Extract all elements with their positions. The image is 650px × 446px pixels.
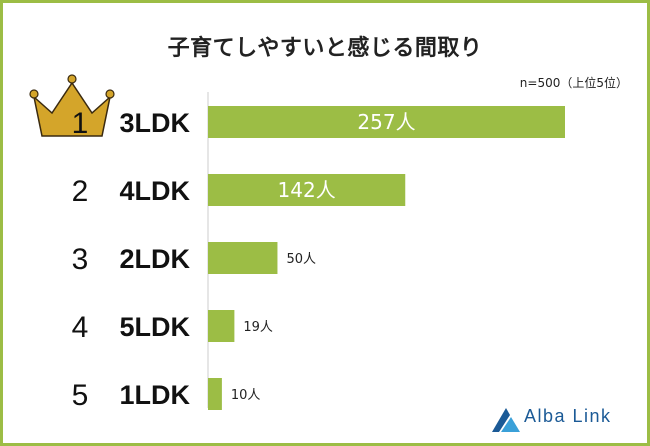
rank-label-3: 3 [72,243,89,276]
gold-crown-icon [32,81,112,137]
category-label-3ldk: 3LDK [119,108,190,138]
category-label-4ldk: 4LDK [119,176,190,206]
rank-label-5: 5 [72,379,89,412]
alba-link-logo-icon [492,408,520,432]
bar-2ldk [208,242,278,274]
crown-jewel-1 [29,89,39,99]
bar-5ldk [208,310,235,342]
value-label-1ldk: 10人 [231,388,261,403]
value-label-3ldk: 257人 [357,110,415,134]
rank-label-1: 1 [72,107,89,140]
category-label-1ldk: 1LDK [119,380,190,410]
rank-label-2: 2 [72,175,89,208]
sample-size-note: n=500（上位5位） [519,76,628,90]
bar-4ldk [208,174,406,206]
crown-jewel-3 [105,89,115,99]
value-label-4ldk: 142人 [278,178,336,202]
brand-name: Alba Link [524,406,612,426]
value-label-5ldk: 19人 [243,320,273,335]
category-label-5ldk: 5LDK [119,312,190,342]
brand-logo: Alba Link [490,404,630,434]
crown-jewel-2 [67,74,77,84]
rank-label-4: 4 [72,311,89,344]
value-label-2ldk: 50人 [286,252,316,267]
bar-1ldk [208,378,222,410]
category-label-2ldk: 2LDK [119,244,190,274]
bar-3ldk [208,106,565,138]
chart-title: 子育てしやすいと感じる間取り [167,36,483,61]
